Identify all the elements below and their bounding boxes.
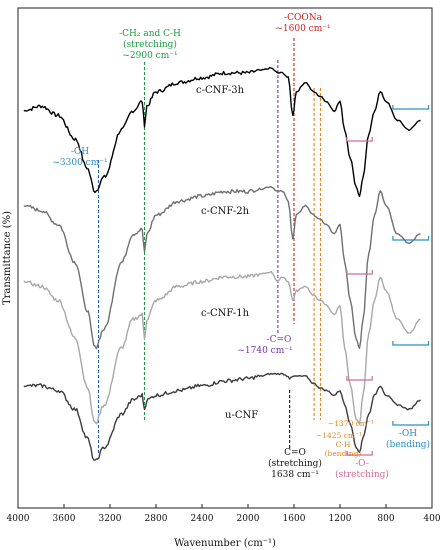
- x-tick-label: 2400: [191, 514, 214, 524]
- annotation-oh-bend-2: (bending): [386, 439, 430, 450]
- x-tick-label: 1600: [283, 514, 306, 524]
- x-tick-label: 800: [377, 514, 394, 524]
- oh-bend-bracket-c-cnf-1h: [392, 341, 430, 346]
- spectra: [23, 66, 421, 461]
- plot-frame: [17, 7, 433, 509]
- x-axis-title: Wavenumber (cm⁻¹): [174, 538, 276, 549]
- series-line-c-CNF-2h: [23, 186, 421, 350]
- series-line-c-CNF-3h: [23, 66, 421, 198]
- o-stretch-bracket-c-cnf-3h: [346, 137, 373, 142]
- annotation-ch-bend-1425: ~1425 cm⁻¹: [316, 431, 362, 440]
- annotation-co-1638-2: (stretching): [268, 458, 322, 469]
- annotation-coona-2: ~1600 cm⁻¹: [275, 24, 330, 34]
- series-label-u-cnf: u-CNF: [225, 410, 258, 421]
- x-axis-ticks: 4000 3600 3200 2800 2400 2000 1600 1200 800 400: [7, 504, 441, 524]
- oh-bend-bracket-c-cnf-3h: [392, 105, 430, 110]
- band-brackets: [346, 105, 430, 456]
- y-axis-title: Transmittance (%): [2, 211, 13, 305]
- annotation-oh-bend-1: -OH: [399, 429, 417, 439]
- series-label-c-cnf-2h: c-CNF-2h: [201, 206, 250, 217]
- annotation-oh-stretch-1: -OH: [71, 147, 89, 157]
- annotation-co-1740-1: -C=O: [267, 335, 292, 345]
- x-tick-label: 3600: [53, 514, 76, 524]
- o-stretch-bracket-c-cnf-1h: [346, 376, 373, 381]
- annotation-oh-stretch-2: ~3300 cm⁻¹: [52, 158, 107, 168]
- series-label-c-cnf-1h: c-CNF-1h: [201, 308, 250, 319]
- annotation-o-stretch-1: -O-: [355, 459, 369, 469]
- annotation-co-1740-2: ~1740 cm⁻¹: [237, 346, 292, 356]
- annotation-coona-1: -COONa: [284, 13, 323, 23]
- oh-bend-bracket-c-cnf-2h: [392, 236, 430, 241]
- series-line-c-CNF-1h: [23, 270, 421, 425]
- o-stretch-bracket-u-cnf: [346, 451, 373, 456]
- oh-bend-bracket-u-cnf: [392, 421, 430, 426]
- annotation-ch-stretch-3: ~2900 cm⁻¹: [122, 51, 177, 61]
- annotation-co-1638-1: C=O: [284, 448, 306, 458]
- series-label-c-cnf-3h: c-CNF-3h: [196, 85, 245, 96]
- o-stretch-bracket-c-cnf-2h: [346, 270, 373, 275]
- annotation-o-stretch-2: (stretching): [335, 469, 389, 480]
- x-tick-label: 1200: [329, 514, 352, 524]
- x-tick-label: 2000: [237, 514, 260, 524]
- x-tick-label: 3200: [99, 514, 122, 524]
- x-tick-label: 2800: [145, 514, 168, 524]
- x-tick-label: 4000: [7, 514, 30, 524]
- annotation-ch-bend-label-2: (bending): [325, 449, 362, 458]
- series-line-u-CNF: [23, 372, 421, 461]
- x-tick-label: 400: [423, 514, 440, 524]
- reference-lines: [97, 38, 322, 455]
- annotation-ch-stretch-1: -CH₂ and C-H: [119, 29, 181, 39]
- annotation-ch-bend-label-1: C-H: [336, 440, 351, 449]
- annotation-ch-stretch-2: (stretching): [123, 39, 177, 50]
- annotation-ch-bend-1370: ~1370 cm⁻¹: [328, 419, 374, 428]
- annotation-co-1638-3: 1638 cm⁻¹: [271, 470, 319, 480]
